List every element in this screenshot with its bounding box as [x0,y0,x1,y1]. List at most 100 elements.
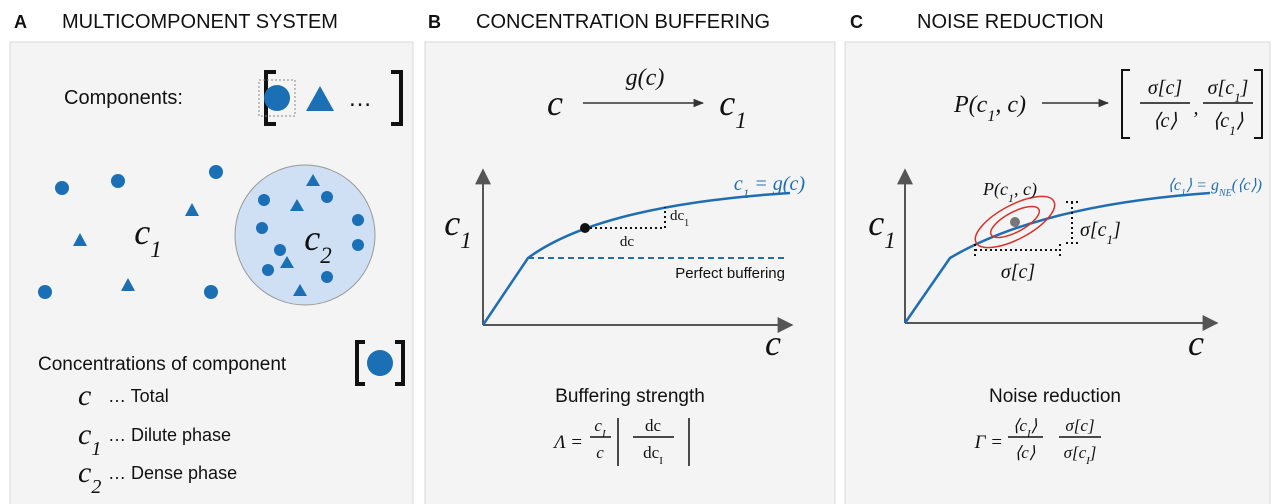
axis-label: c1 [868,203,895,253]
panel-backgrounds [9,41,1271,504]
text-part: (⟨c⟩) [1232,177,1262,194]
text-part: = g(c) [749,173,805,195]
axis-label: c [1188,323,1204,363]
text-part: c [594,416,602,435]
formula: ⟨c⟩ [1015,443,1036,462]
subscript: 2 [320,243,332,268]
text-part: c [78,456,91,489]
text-part: P(c [982,179,1008,200]
label: Components: [64,87,183,109]
formula: , [1194,97,1199,119]
text-part: c [719,83,735,123]
dilute-particles [38,165,223,299]
text-part: c [304,218,320,258]
text-part: ⟩ [1031,416,1038,435]
curve-label: ⟨c1⟩ = gNE(⟨c⟩) [1168,177,1262,199]
label: σ[c1] [1080,219,1121,247]
formula: σ[c] [1148,77,1182,99]
label: g(c) [626,65,665,91]
text-part: P(c [953,92,988,118]
formula: dc [645,416,662,435]
subscript: NE [1218,188,1232,199]
subscript: 1 [735,108,747,133]
panel-letter: A [14,12,27,32]
text-part: ⟩ = g [1186,177,1219,194]
subscript: 1 [684,218,689,229]
text-part: c [734,173,743,195]
subscript: 1 [1008,191,1014,205]
components-icons [258,70,403,126]
formula: c [596,443,604,462]
label: c1 [719,83,746,133]
label: … [348,85,372,112]
subscript: I [1026,428,1032,440]
label: dc [620,234,635,250]
subscript: 1 [1229,123,1236,138]
formula: Γ = [974,432,1003,453]
label: c1 [134,212,161,262]
subscript: 1 [91,438,101,460]
formula: σ[c] [1065,416,1094,435]
subscript: I [659,455,663,467]
label: c [547,83,563,123]
label: σ[c] [1001,261,1035,283]
text-part: c [134,212,150,252]
panel-letter: C [850,12,863,32]
text-part: , c) [995,92,1026,118]
dense-droplet [234,164,376,306]
legend-text: … Dense phase [108,463,237,483]
subscript: I [1085,455,1091,467]
text-part: c [78,379,91,412]
label: Buffering strength [555,386,705,407]
subscript: 1 [150,237,162,262]
formula: σ[c1] [1208,77,1249,105]
text-part: σ[c [1208,77,1235,99]
text-part: ] [1112,219,1121,241]
legend-symbol: c1 [78,418,101,460]
text-part: ] [1089,443,1097,462]
subscript: 1 [1107,232,1114,247]
text-part: c [868,203,884,243]
axis-label: c1 [444,203,471,253]
panel-title: MULTICOMPONENT SYSTEM [62,11,338,33]
subscript: 1 [460,228,472,253]
subscript: I [601,428,607,440]
legend-symbol: c [78,379,91,412]
formula: Λ = [552,432,583,453]
text-part: dc [643,443,660,462]
panel-title: NOISE REDUCTION [917,11,1104,33]
text-part: ⟨c [1213,110,1230,132]
label: Noise reduction [989,386,1121,407]
text-part: ⟨c [1013,416,1028,435]
legend-text: … Total [108,386,169,406]
formula: ⟨cI⟩ [1013,416,1038,440]
subscript: 1 [743,186,750,201]
label: P(c1, c) [953,92,1026,125]
axis-label: c [765,323,781,363]
text-part: ] [1240,77,1249,99]
text-part: c [78,418,91,451]
buffering-plot [475,98,794,466]
formula: ⟨c⟩ [1153,110,1178,132]
label: P(c1, c) [982,179,1037,205]
subscript: 1 [987,108,995,125]
component-icon [355,340,405,386]
formula: σ[cI] [1064,443,1097,467]
text-part: dc [670,208,685,224]
panel-title: CONCENTRATION BUFFERING [476,11,770,33]
legend-text: … Dilute phase [108,425,231,445]
subscript: 1 [884,228,896,253]
panel-letter: B [428,12,441,32]
text-part: ⟩ [1236,110,1244,132]
label: Perfect buffering [675,265,785,282]
text-part: , c) [1014,179,1037,200]
text-part: σ[c [1064,443,1087,462]
subscript: 2 [91,476,101,498]
label: c2 [304,218,331,268]
label: Concentrations of component [38,354,287,375]
text-part: c [444,203,460,243]
text-part: ⟨c [1168,177,1181,194]
noise-plot [897,69,1263,438]
label: dc1 [670,208,689,229]
